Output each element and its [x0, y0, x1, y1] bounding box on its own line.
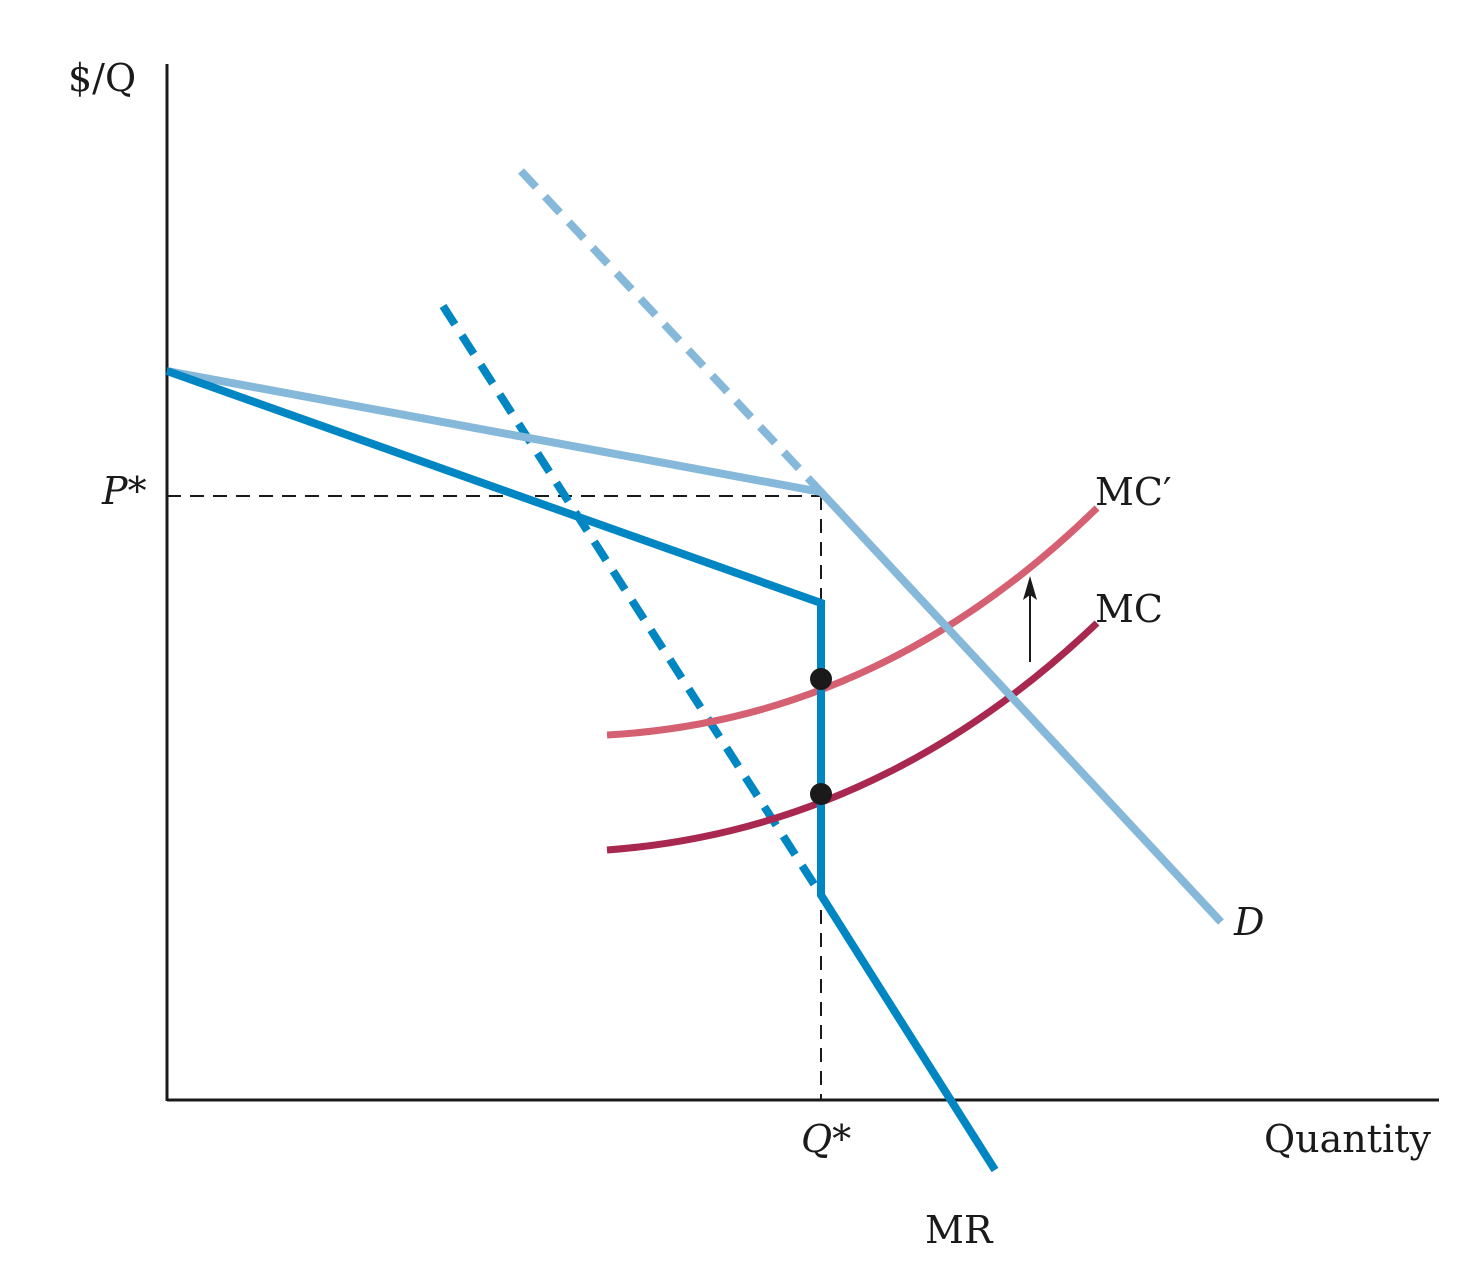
demand-extension-dashed — [518, 168, 824, 495]
mc-prime-intersection-point — [810, 668, 832, 690]
mc-prime-curve — [606, 505, 1100, 739]
demand-label: D — [1233, 900, 1264, 944]
quantity-label: Q* — [801, 1117, 851, 1161]
demand-curve — [166, 367, 1224, 925]
mc-prime-label: MC′ — [1095, 470, 1172, 514]
x-axis-label: Quantity — [1264, 1117, 1431, 1161]
y-axis-label: $/Q — [68, 56, 136, 100]
equilibrium-guides — [167, 495, 822, 1100]
mc-shift-arrow — [1023, 576, 1037, 662]
arrow-head — [1023, 576, 1037, 600]
axes — [165, 64, 1439, 1102]
mc-intersection-point — [810, 783, 832, 805]
marginal-revenue-extension-dashed — [439, 303, 825, 898]
mc-label: MC — [1095, 587, 1163, 631]
marginal-revenue-curve — [165, 367, 999, 1173]
marginal-revenue-label: MR — [925, 1208, 994, 1252]
price-label: P* — [101, 469, 147, 513]
mc-curve — [606, 620, 1100, 854]
